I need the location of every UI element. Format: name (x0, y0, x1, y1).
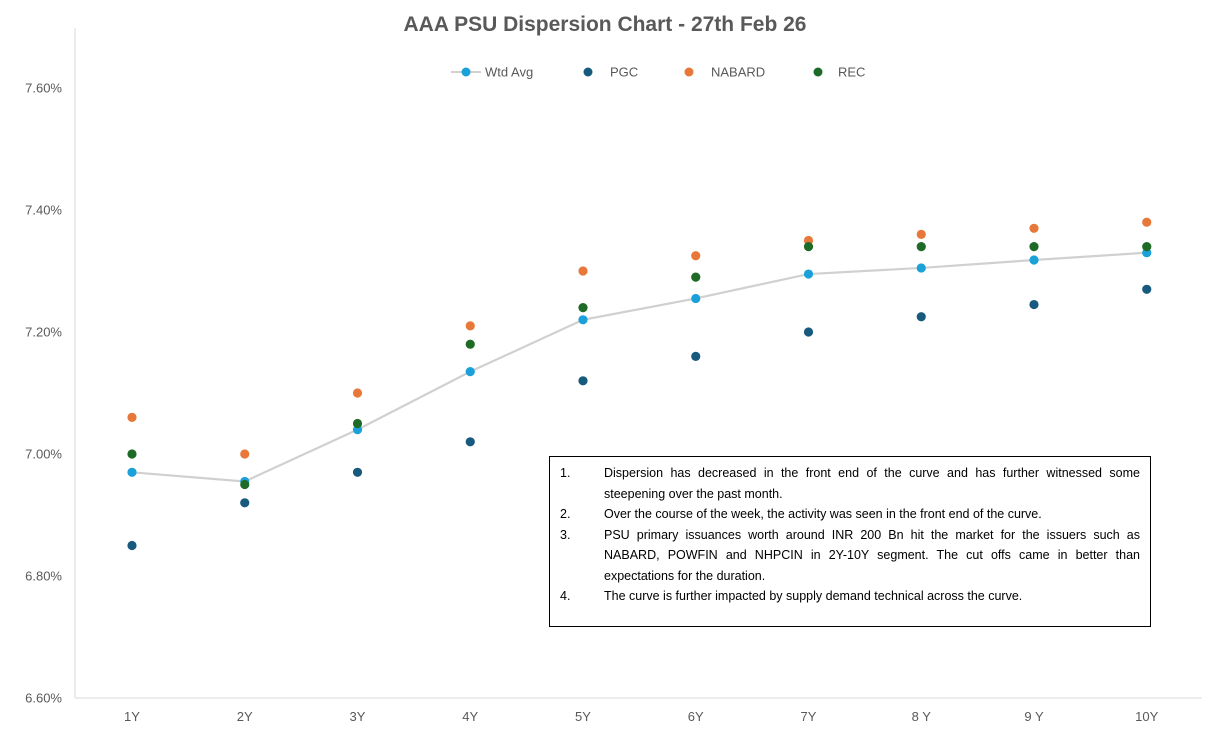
legend-label: Wtd Avg (485, 65, 533, 80)
x-tick-label: 5Y (575, 709, 591, 724)
data-point-pgc (352, 467, 363, 477)
x-tick-label: 3Y (350, 709, 366, 724)
chart-axes: 6.60% 6.80% 7.00% 7.20% 7.40% 7.60% 1Y 2Y 3Y 4Y 5Y… (25, 28, 1202, 724)
data-point-wtd-avg (127, 467, 137, 477)
data-point-nabard (240, 449, 250, 459)
data-point-pgc (803, 327, 814, 337)
chart-legend: Wtd Avg PGC NABARD REC (451, 65, 865, 80)
data-point-pgc (578, 376, 588, 386)
series-rec (127, 242, 1152, 490)
data-point-rec (352, 418, 363, 429)
data-point-pgc (1142, 284, 1152, 294)
y-tick-label: 6.80% (25, 569, 62, 584)
commentary-text: Dispersion has decreased in the front en… (604, 466, 1140, 501)
legend-marker-swatch (684, 67, 694, 77)
x-tick-label: 7Y (801, 709, 817, 724)
commentary-text: PSU primary issuances worth around INR 2… (604, 527, 1140, 583)
data-point-rec (916, 242, 926, 252)
data-point-pgc (1029, 299, 1039, 310)
series-line-wtd-avg (131, 251, 1147, 483)
data-point-pgc (465, 437, 475, 447)
data-point-nabard (1142, 217, 1152, 227)
commentary-item: 4. The curve is further impacted by supp… (560, 586, 1140, 607)
commentary-item: 1. Dispersion has decreased in the front… (560, 463, 1140, 504)
series-nabard (127, 217, 1152, 459)
data-point-nabard (1029, 223, 1039, 233)
data-point-pgc (691, 351, 701, 361)
legend-marker-swatch (461, 67, 471, 77)
data-point-pgc (240, 498, 250, 508)
data-point-wtd-avg (691, 293, 701, 304)
commentary-text: The curve is further impacted by supply … (604, 589, 1023, 603)
data-point-wtd-avg (1029, 255, 1039, 265)
data-point-rec (691, 272, 701, 282)
y-tick-label: 7.40% (25, 203, 62, 218)
legend-marker-swatch (813, 67, 823, 77)
data-point-nabard (127, 412, 137, 422)
y-tick-label: 6.60% (25, 691, 62, 706)
data-point-rec (578, 303, 588, 313)
data-point-wtd-avg (465, 367, 475, 377)
x-tick-label: 4Y (462, 709, 478, 724)
data-point-rec (240, 479, 250, 490)
x-tick-label: 1Y (124, 709, 140, 724)
chart-plot-area (127, 217, 1152, 551)
data-point-pgc (916, 312, 926, 322)
y-tick-label: 7.00% (25, 447, 62, 462)
commentary-item: 3. PSU primary issuances worth around IN… (560, 525, 1140, 587)
x-tick-label: 9 Y (1024, 709, 1044, 724)
data-point-nabard (916, 229, 926, 239)
data-point-nabard (465, 321, 475, 331)
x-tick-label: 6Y (688, 709, 704, 724)
commentary-text: Over the course of the week, the activit… (604, 507, 1042, 521)
data-point-wtd-avg (578, 315, 588, 325)
data-point-nabard (352, 388, 363, 398)
series-wtd-avg (127, 248, 1152, 487)
y-tick-label: 7.60% (25, 81, 62, 96)
data-point-nabard (691, 251, 701, 261)
data-point-wtd-avg (916, 263, 926, 273)
x-tick-label: 2Y (237, 709, 253, 724)
commentary-number: 2. (560, 507, 571, 521)
data-point-pgc (127, 540, 137, 551)
legend-label: REC (838, 65, 865, 80)
legend-marker-swatch (583, 67, 593, 77)
commentary-item: 2. Over the course of the week, the acti… (560, 504, 1140, 525)
legend-label: NABARD (711, 65, 765, 80)
x-tick-label: 10Y (1135, 709, 1158, 724)
data-point-rec (465, 339, 475, 349)
legend-label: PGC (610, 65, 638, 80)
x-tick-label: 8 Y (912, 709, 932, 724)
commentary-number: 1. (560, 466, 571, 480)
data-point-rec (127, 449, 137, 459)
data-point-rec (803, 242, 814, 252)
commentary-box: 1. Dispersion has decreased in the front… (549, 456, 1151, 627)
commentary-number: 3. (560, 527, 571, 542)
series-pgc (127, 284, 1152, 551)
data-point-rec (1029, 242, 1039, 252)
commentary-number: 4. (560, 589, 571, 603)
y-tick-label: 7.20% (25, 325, 62, 340)
chart-title: AAA PSU Dispersion Chart - 27th Feb 26 (404, 13, 807, 36)
data-point-rec (1142, 242, 1152, 252)
data-point-wtd-avg (803, 269, 814, 279)
data-point-nabard (578, 266, 588, 276)
